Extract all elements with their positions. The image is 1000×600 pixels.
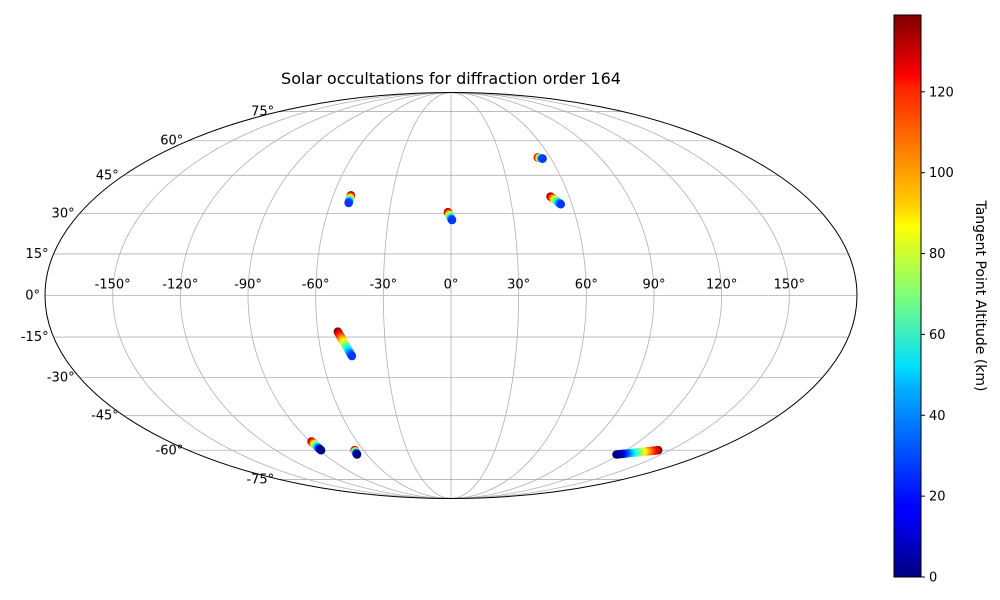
lon-tick-label: -120° <box>162 278 198 293</box>
colorbar-tick-label: 40 <box>929 409 946 424</box>
data-points <box>307 153 663 459</box>
colorbar-tick-label: 60 <box>929 328 946 343</box>
lat-tick-label: 30° <box>52 206 75 221</box>
occultation-point <box>447 215 457 225</box>
lon-tick-label: 60° <box>575 278 598 293</box>
lat-tick-label: 15° <box>26 247 49 262</box>
occultation-point <box>344 198 353 208</box>
longitude-gridline <box>112 92 452 499</box>
lat-tick-label: -30° <box>47 371 75 386</box>
colorbar-tick-label: 100 <box>929 166 954 181</box>
chart-title: Solar occultations for diffraction order… <box>281 69 621 88</box>
occultation-point <box>352 450 362 459</box>
latitude-tick-labels: -75° -60° -45° -30° -15° 0° 15° 30° 45° 60° 75° <box>21 105 274 488</box>
occultation-point <box>556 200 566 209</box>
lat-tick-label: -15° <box>21 330 49 345</box>
lat-tick-label: 75° <box>251 105 274 120</box>
longitude-tick-labels: -150° -120° -90° -60° -30° 0° 30° 60° 90° 120° 150… <box>95 278 805 293</box>
lon-tick-label: 90° <box>642 278 665 293</box>
longitude-gridline <box>450 92 520 499</box>
lat-tick-label: 60° <box>160 134 183 149</box>
colorbar-tick-label: 20 <box>929 490 946 505</box>
lon-tick-label: 0° <box>444 278 459 293</box>
lon-tick-label: 30° <box>507 278 530 293</box>
colorbar-ticks: 0 20 40 60 80 100 120 <box>921 85 954 586</box>
longitude-gridline <box>450 92 655 499</box>
colorbar-tick-label: 120 <box>929 85 954 100</box>
longitude-gridline <box>450 92 587 499</box>
colorbar-tick-label: 80 <box>929 247 946 262</box>
lon-tick-label: -150° <box>95 278 131 293</box>
lon-tick-label: -60° <box>302 278 330 293</box>
occultation-point <box>538 154 547 163</box>
occultation-point <box>347 351 357 361</box>
occultation-point <box>316 446 326 455</box>
colorbar <box>893 14 922 578</box>
lon-tick-label: -90° <box>234 278 262 293</box>
lon-tick-label: 120° <box>706 278 737 293</box>
lat-tick-label: 0° <box>25 289 40 304</box>
lat-tick-label: -60° <box>156 443 184 458</box>
colorbar-tick-label: 0 <box>929 571 937 586</box>
lon-tick-label: 150° <box>774 278 805 293</box>
colorbar-label: Tangent Point Altitude (km) <box>972 199 988 391</box>
map-boundary <box>44 92 858 499</box>
longitude-gridline <box>382 92 452 499</box>
longitude-gridline <box>450 92 790 499</box>
graticule-grid <box>45 92 857 499</box>
longitude-gridline <box>179 92 452 499</box>
occultation-point <box>612 450 621 459</box>
lat-tick-label: -75° <box>246 472 274 487</box>
lat-tick-label: 45° <box>96 168 119 183</box>
lat-tick-label: -45° <box>91 409 119 424</box>
longitude-gridline <box>315 92 452 499</box>
lon-tick-label: -30° <box>369 278 397 293</box>
